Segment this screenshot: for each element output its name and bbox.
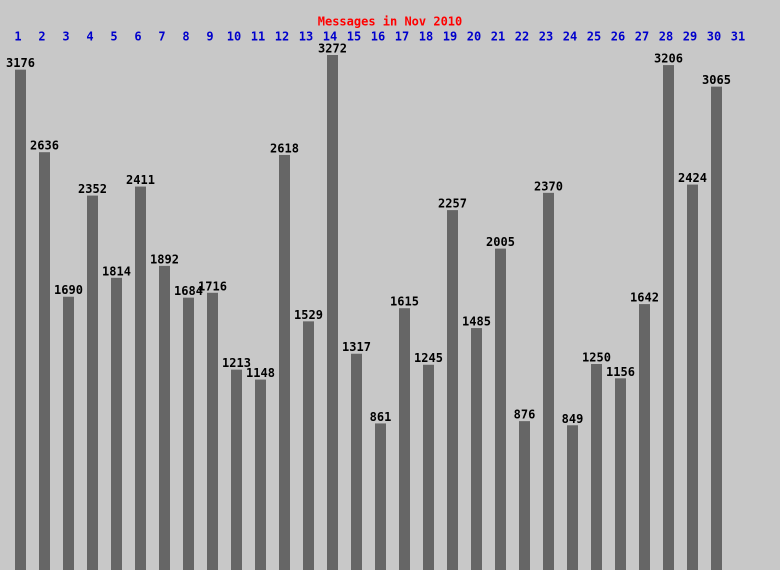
- bar: [279, 154, 290, 570]
- bar: [615, 378, 626, 570]
- value-label: 2618: [270, 141, 299, 155]
- x-tick-label: 21: [491, 30, 505, 44]
- value-label: 1684: [174, 284, 203, 298]
- bar: [567, 425, 578, 570]
- bar: [447, 210, 458, 570]
- x-tick-label: 3: [62, 30, 69, 44]
- value-label: 1485: [462, 315, 491, 329]
- bar: [183, 297, 194, 570]
- value-label: 2636: [30, 139, 59, 153]
- bar: [327, 55, 338, 570]
- value-label: 876: [514, 408, 536, 422]
- bar: [159, 265, 170, 570]
- value-label: 1250: [582, 350, 611, 364]
- bar: [255, 379, 266, 570]
- value-label: 3206: [654, 52, 683, 66]
- value-label: 1156: [606, 365, 635, 379]
- x-tick-label: 20: [467, 30, 481, 44]
- x-tick-label: 15: [347, 30, 361, 44]
- value-label: 1690: [54, 283, 83, 297]
- bar: [375, 423, 386, 570]
- x-tick-label: 6: [134, 30, 141, 44]
- x-tick-label: 24: [563, 30, 577, 44]
- bar: [543, 192, 554, 570]
- x-tick-label: 11: [251, 30, 265, 44]
- value-label: 1213: [222, 356, 251, 370]
- x-tick-label: 25: [587, 30, 601, 44]
- bar: [495, 248, 506, 570]
- x-tick-label: 30: [707, 30, 721, 44]
- bar: [135, 186, 146, 570]
- value-label: 1529: [294, 308, 323, 322]
- bar: [423, 364, 434, 570]
- value-label: 1642: [630, 291, 659, 305]
- bar: [471, 328, 482, 570]
- x-tick-label: 29: [683, 30, 697, 44]
- x-tick-label: 28: [659, 30, 673, 44]
- value-label: 1148: [246, 366, 275, 380]
- x-tick-label: 23: [539, 30, 553, 44]
- x-tick-label: 2: [38, 30, 45, 44]
- x-tick-label: 13: [299, 30, 313, 44]
- bar: [15, 69, 26, 570]
- bar: [711, 86, 722, 570]
- bar: [231, 369, 242, 570]
- value-label: 1814: [102, 264, 131, 278]
- x-tick-label: 17: [395, 30, 409, 44]
- bar: [63, 296, 74, 570]
- value-label: 1892: [150, 252, 179, 266]
- x-tick-label: 12: [275, 30, 289, 44]
- x-tick-label: 14: [323, 30, 337, 44]
- x-tick-label: 9: [206, 30, 213, 44]
- x-tick-label: 22: [515, 30, 529, 44]
- value-label: 3272: [318, 42, 347, 56]
- value-label: 2411: [126, 173, 155, 187]
- x-tick-label: 10: [227, 30, 241, 44]
- bar: [303, 321, 314, 570]
- bar: [591, 363, 602, 570]
- value-label: 3176: [6, 56, 35, 70]
- bar: [111, 277, 122, 570]
- bar: [207, 292, 218, 570]
- bar: [39, 152, 50, 570]
- bar: [399, 308, 410, 570]
- value-label: 2370: [534, 179, 563, 193]
- bar: [687, 184, 698, 570]
- value-label: 861: [370, 410, 392, 424]
- bar: [639, 304, 650, 570]
- x-tick-label: 7: [158, 30, 165, 44]
- value-label: 1615: [390, 295, 419, 309]
- bar: [87, 195, 98, 570]
- x-tick-label: 27: [635, 30, 649, 44]
- x-tick-label: 1: [14, 30, 21, 44]
- value-label: 1317: [342, 340, 371, 354]
- x-tick-label: 5: [110, 30, 117, 44]
- value-label: 1245: [414, 351, 443, 365]
- x-tick-label: 18: [419, 30, 433, 44]
- x-tick-label: 4: [86, 30, 93, 44]
- value-label: 2352: [78, 182, 107, 196]
- value-label: 2005: [486, 235, 515, 249]
- bar: [663, 65, 674, 570]
- value-label: 2424: [678, 171, 707, 185]
- bar: [519, 421, 530, 570]
- x-tick-label: 8: [182, 30, 189, 44]
- x-tick-label: 31: [731, 30, 745, 44]
- bar: [351, 353, 362, 570]
- value-label: 1716: [198, 279, 227, 293]
- x-tick-label: 26: [611, 30, 625, 44]
- chart-title: Messages in Nov 2010: [318, 15, 463, 29]
- x-tick-label: 16: [371, 30, 385, 44]
- value-label: 849: [562, 412, 584, 426]
- value-label: 2257: [438, 197, 467, 211]
- x-tick-label: 19: [443, 30, 457, 44]
- value-label: 3065: [702, 73, 731, 87]
